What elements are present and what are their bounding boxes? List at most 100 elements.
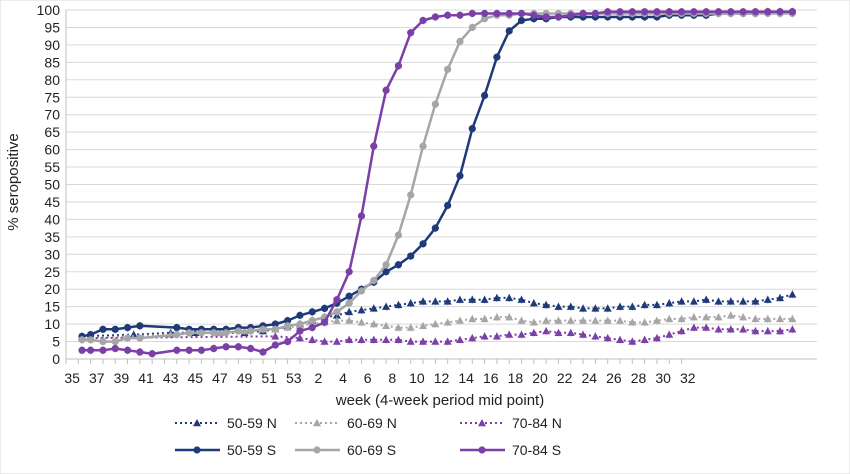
data-point	[616, 316, 625, 324]
legend-item: 60-69 S	[295, 442, 396, 458]
data-point	[505, 9, 513, 18]
data-point	[640, 300, 649, 309]
data-point	[604, 8, 612, 16]
data-point	[455, 316, 464, 324]
data-point	[579, 9, 587, 18]
x-tick-label: 53	[286, 370, 302, 386]
data-point	[173, 330, 181, 339]
legend-item: 50-59 N	[175, 415, 277, 431]
data-point	[751, 8, 760, 16]
data-point	[111, 344, 119, 353]
data-point	[394, 261, 403, 269]
data-point	[591, 9, 599, 18]
y-tick-label: 45	[44, 194, 60, 210]
y-tick-label: 15	[44, 299, 60, 315]
legend-marker	[478, 446, 486, 454]
data-point	[726, 325, 735, 333]
legend-item: 70-84 S	[460, 442, 561, 458]
y-tick-label: 75	[44, 89, 60, 105]
data-point	[714, 297, 723, 305]
data-point	[616, 8, 624, 16]
data-point	[505, 27, 513, 35]
x-tick-label: 43	[163, 370, 179, 386]
data-point	[690, 8, 698, 16]
legend-item: 50-59 S	[175, 442, 276, 458]
data-point	[382, 268, 390, 276]
data-point	[517, 9, 526, 18]
data-point	[357, 212, 366, 220]
data-point	[210, 344, 218, 353]
data-point	[640, 318, 649, 326]
data-point	[739, 8, 747, 16]
data-point	[123, 334, 132, 342]
x-tick-label: 41	[138, 370, 154, 386]
data-point	[78, 346, 86, 354]
legend-label: 70-84 N	[512, 415, 562, 431]
data-point	[702, 323, 711, 331]
data-point	[259, 325, 267, 333]
data-point	[468, 125, 476, 133]
data-point	[419, 321, 428, 330]
data-point	[714, 325, 723, 333]
data-point	[259, 348, 267, 356]
x-tick-label: 16	[483, 370, 499, 386]
data-point	[173, 346, 181, 354]
data-point	[369, 320, 378, 328]
y-tick-label: 20	[44, 281, 60, 297]
data-point	[480, 9, 489, 18]
data-point	[492, 313, 501, 321]
data-point	[505, 313, 514, 321]
data-point	[136, 334, 144, 342]
data-point	[689, 297, 698, 305]
data-point	[665, 299, 674, 307]
data-point	[517, 16, 526, 25]
data-point	[714, 8, 723, 16]
data-point	[394, 300, 403, 309]
data-point	[136, 348, 144, 356]
y-tick-label: 100	[37, 2, 61, 18]
x-tick-label: 6	[364, 370, 372, 386]
data-point	[271, 320, 279, 328]
data-point	[542, 13, 550, 21]
data-point	[320, 304, 329, 312]
data-point	[776, 293, 785, 302]
data-point	[702, 313, 711, 321]
data-point	[419, 240, 427, 248]
data-point	[382, 261, 390, 269]
data-point	[652, 300, 661, 309]
data-point	[296, 320, 304, 328]
data-point	[566, 302, 575, 310]
data-point	[468, 314, 477, 323]
data-point	[406, 299, 415, 307]
data-point	[763, 314, 772, 323]
data-point	[554, 302, 563, 310]
data-point	[641, 8, 649, 16]
data-point	[210, 329, 218, 337]
data-point	[751, 297, 760, 305]
data-point	[345, 307, 354, 316]
x-tick-label: 39	[114, 370, 130, 386]
data-point	[493, 53, 501, 61]
data-point	[677, 8, 686, 16]
data-point	[480, 15, 489, 23]
data-point	[665, 8, 673, 16]
data-point	[677, 314, 686, 323]
x-tick-label: 45	[187, 370, 203, 386]
data-point	[394, 62, 403, 70]
data-point	[185, 329, 193, 337]
y-tick-label: 70	[44, 107, 60, 123]
data-point	[529, 328, 538, 337]
x-tick-label: 30	[655, 370, 671, 386]
data-point	[431, 100, 439, 108]
data-point	[129, 330, 138, 338]
data-point	[99, 325, 107, 333]
x-tick-label: 10	[409, 370, 425, 386]
data-point	[345, 299, 353, 307]
data-point	[357, 306, 366, 314]
x-tick-label: 2	[314, 370, 322, 386]
data-point	[677, 297, 686, 305]
data-point	[247, 344, 255, 353]
legend-label: 60-69 S	[347, 442, 396, 458]
data-point	[714, 313, 723, 321]
